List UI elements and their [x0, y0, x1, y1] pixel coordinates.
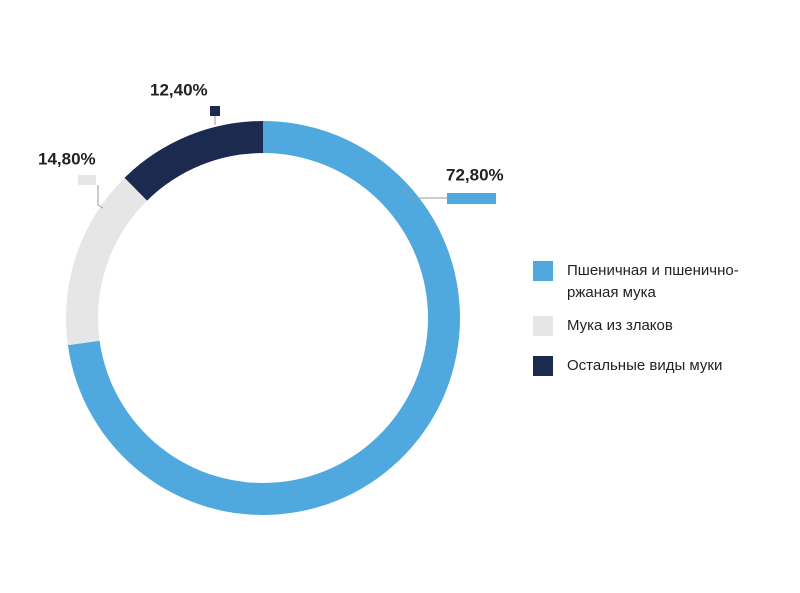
legend-item: Пшеничная и пшенично-ржаная мука [533, 261, 773, 304]
label-marker [210, 106, 220, 116]
legend-swatch [533, 356, 553, 376]
legend-swatch [533, 316, 553, 336]
leader-line [97, 185, 104, 209]
legend-item: Мука из злаков [533, 316, 773, 337]
label-marker [447, 193, 496, 204]
legend-label: Остальные виды муки [567, 357, 723, 374]
label-marker [78, 175, 96, 185]
donut-segment [124, 121, 263, 201]
legend-label: Пшеничная и пшенично-ржаная мука [567, 262, 739, 301]
legend-swatch [533, 261, 553, 281]
value-label: 12,40% [150, 80, 208, 99]
donut-segment [66, 177, 148, 346]
legend-label: Мука из злаков [567, 317, 673, 334]
value-label: 72,80% [446, 165, 504, 184]
leader-line [403, 189, 447, 199]
value-label: 14,80% [38, 149, 96, 168]
legend-item: Остальные виды муки [533, 356, 773, 377]
